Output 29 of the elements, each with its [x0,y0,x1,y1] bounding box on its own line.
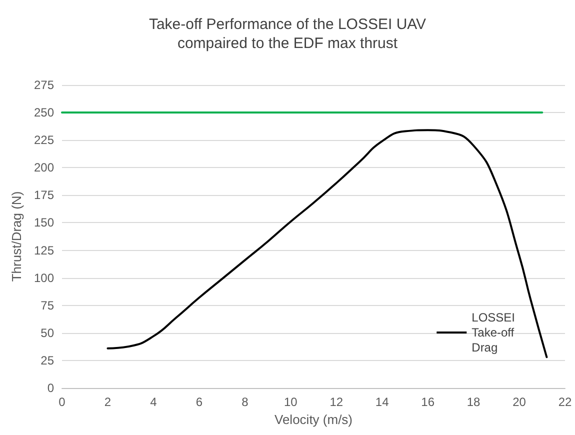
y-tick-label: 50 [40,326,54,340]
y-tick-label: 0 [47,381,54,395]
y-tick-label: 200 [34,160,54,175]
line-series [106,129,548,358]
x-tick-label: 14 [375,395,390,409]
x-tick-label: 16 [421,395,435,409]
legend-label: LOSSEI Take-off Drag [472,310,516,354]
y-tick-label: 25 [40,353,54,368]
y-tick-label: 225 [34,133,54,148]
y-tick-label: 275 [34,78,54,92]
y-tick-label: 75 [40,298,54,312]
x-tick-label: 20 [512,395,526,409]
x-tick-label: 18 [466,395,481,409]
x-axis-title: Velocity (m/s) [274,412,353,427]
y-tick-label: 100 [34,270,54,285]
y-tick-label: 175 [34,188,54,202]
x-tick-label: 2 [104,395,112,409]
x-tick-label: 12 [330,395,344,409]
y-tick-label: 125 [34,243,54,258]
y-tick-label: 150 [34,216,54,230]
chart-title: Take-off Performance of the LOSSEI UAV compaired to the EDF max thrust [148,16,426,52]
x-tick-label: 0 [58,395,66,409]
y-axis-title: Thrust/Drag (N) [9,191,24,282]
x-tick-label: 8 [242,395,249,409]
x-tick-label: 4 [150,395,158,409]
y-tick-label: 250 [34,106,54,120]
x-tick-label: 22 [558,395,572,409]
x-tick-label: 6 [196,395,203,409]
x-tick-label: 10 [284,395,298,409]
